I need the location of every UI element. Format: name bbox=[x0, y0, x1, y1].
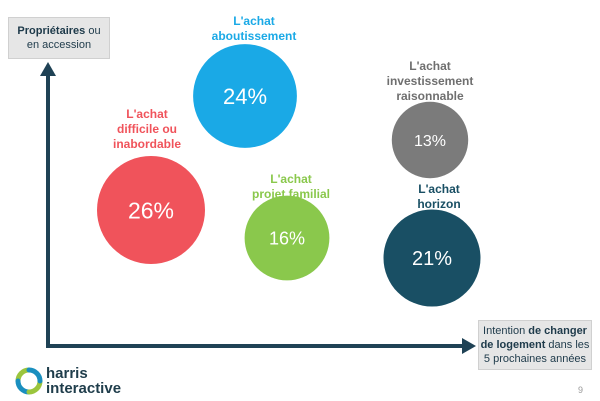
y-axis-label-line2: en accession bbox=[26, 39, 92, 51]
bubble-2-value: 26% bbox=[128, 197, 174, 223]
bubble-2-label-line-3: inabordable bbox=[113, 137, 181, 151]
bubble-5-label-line-1: L'achat bbox=[418, 182, 460, 196]
bubble-3-label-line-2: projet familial bbox=[252, 187, 330, 201]
bubble-2-label-line-2: difficile ou bbox=[117, 122, 177, 136]
bubble-1-value: 24% bbox=[223, 84, 267, 109]
harris-logo-icon bbox=[15, 367, 43, 395]
y-axis-arrow bbox=[40, 62, 56, 76]
bubble-4-label-line-3: raisonnable bbox=[396, 89, 464, 103]
brand-line1: harris bbox=[46, 365, 88, 382]
bubble-4-label-line-1: L'achat bbox=[409, 59, 451, 73]
bubble-3-label-line-1: L'achat bbox=[270, 172, 312, 186]
x-axis-label-pre: Intention bbox=[483, 325, 529, 337]
brand-name: harris interactive bbox=[46, 366, 121, 396]
bubble-4-value: 13% bbox=[414, 133, 446, 150]
y-axis-label-rest: ou bbox=[85, 25, 101, 37]
bubble-4-label-line-2: investissement bbox=[387, 74, 474, 88]
bubble-4 bbox=[391, 101, 469, 179]
y-axis-label: Propriétaires ou en accession bbox=[8, 17, 110, 59]
bubble-1-label-line-1: L'achat bbox=[233, 14, 275, 28]
bubble-2-label-line-1: L'achat bbox=[126, 107, 168, 121]
bubble-2 bbox=[97, 156, 205, 264]
bubble-3-value: 16% bbox=[269, 229, 305, 249]
brand-line2: interactive bbox=[46, 380, 122, 397]
page-number: 9 bbox=[578, 385, 584, 395]
bubble-3 bbox=[244, 195, 330, 281]
x-axis-label-bold1: de changer bbox=[528, 325, 587, 337]
x-axis-label-bold2: de logement bbox=[480, 339, 546, 351]
x-axis-label-rest2: dans les bbox=[545, 339, 590, 351]
x-axis-label: Intention de changer de logement dans le… bbox=[478, 320, 592, 370]
x-axis-label-line3: 5 prochaines années bbox=[483, 353, 587, 365]
bubble-5 bbox=[383, 209, 481, 307]
bubble-5-label-line-2: horizon bbox=[417, 197, 460, 211]
x-axis-arrow bbox=[462, 338, 476, 354]
bubble-5-value: 21% bbox=[412, 248, 452, 270]
y-axis-label-bold: Propriétaires bbox=[17, 25, 86, 37]
bubble-1-label-line-2: aboutissement bbox=[212, 29, 297, 43]
bubble-1 bbox=[193, 44, 297, 148]
